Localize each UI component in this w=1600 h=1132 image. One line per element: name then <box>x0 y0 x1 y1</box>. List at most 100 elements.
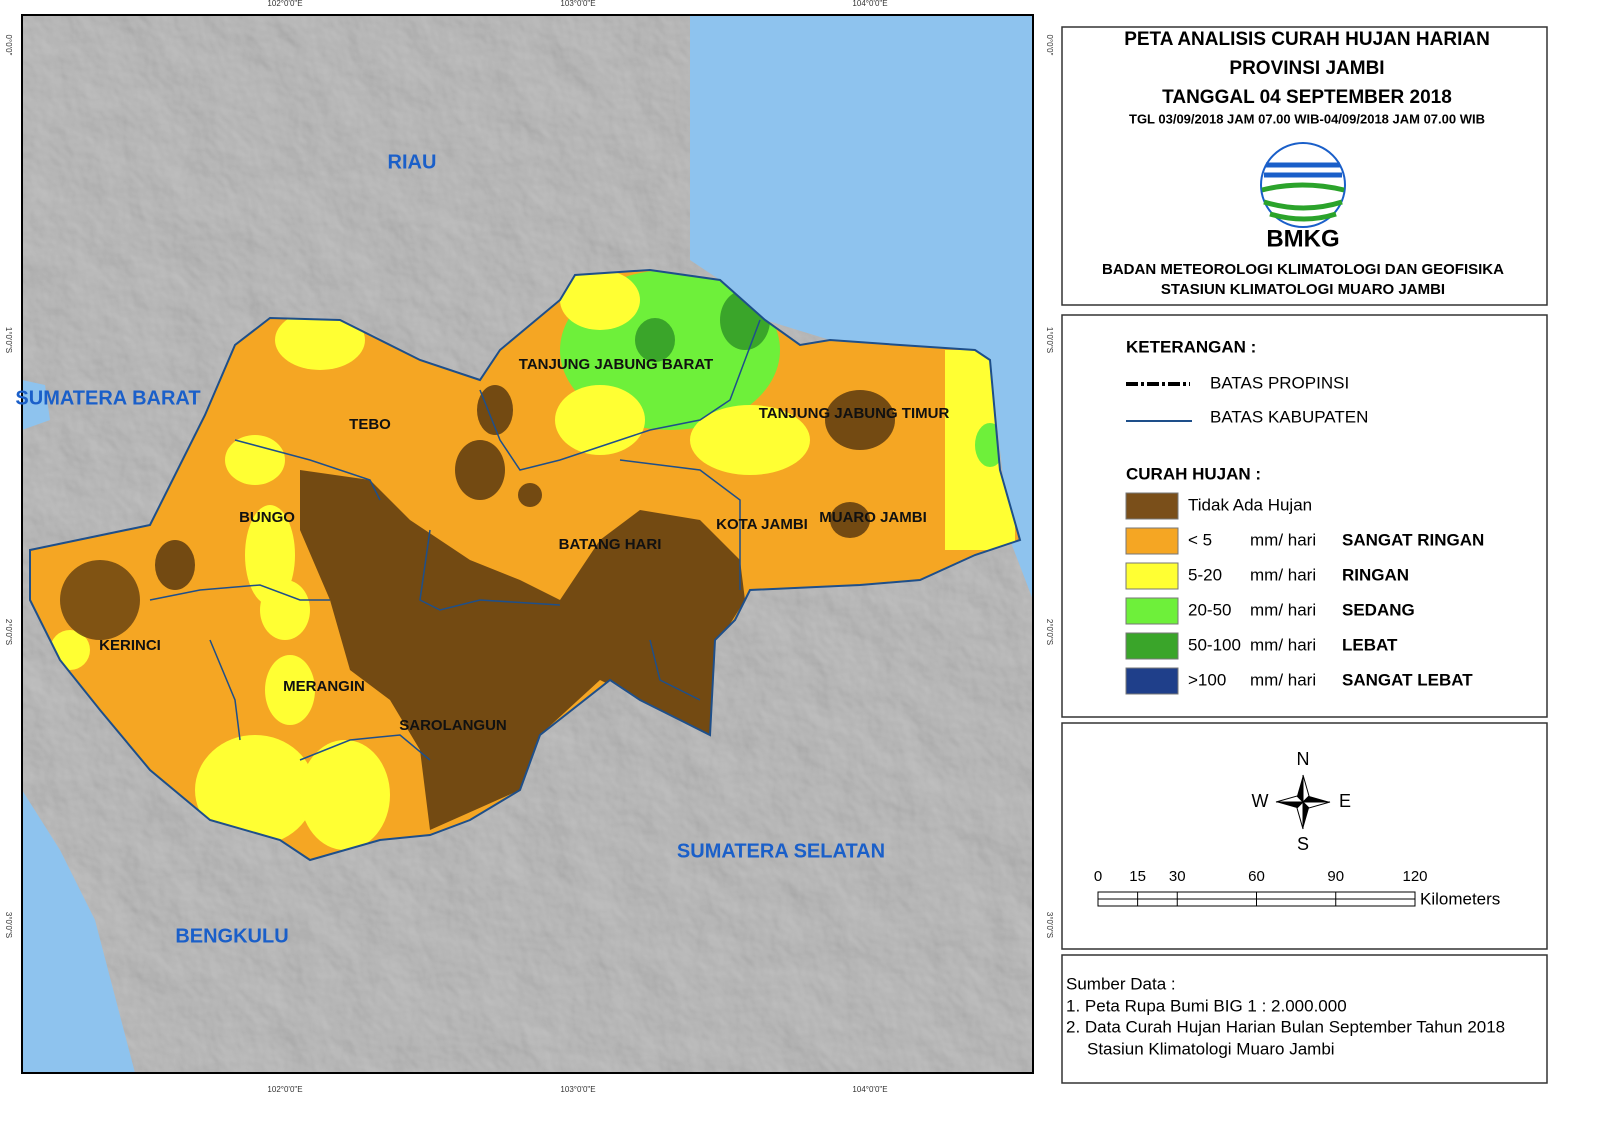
legend-unit: mm/ hari <box>1250 670 1316 689</box>
rain-area <box>155 540 195 590</box>
regency-label: BATANG HARI <box>559 536 662 553</box>
rain-area <box>555 385 645 455</box>
source-item: 1. Peta Rupa Bumi BIG 1 : 2.000.000 <box>1066 996 1347 1015</box>
source-title: Sumber Data : <box>1066 974 1176 993</box>
regency-boundary <box>299 734 431 761</box>
regency-label: TANJUNG JABUNG BARAT <box>519 356 713 373</box>
legend-range: 20-50 <box>1188 600 1231 619</box>
legend-name: SEDANG <box>1342 600 1415 619</box>
legend-name: LEBAT <box>1342 635 1398 654</box>
regency-label: TANJUNG JABUNG TIMUR <box>759 405 950 422</box>
scale-label: 120 <box>1402 868 1427 885</box>
grid-label: 104°0'0"E <box>852 0 887 8</box>
rain-area <box>455 440 505 500</box>
legend-swatch <box>1125 667 1179 695</box>
regency-label: SAROLANGUN <box>399 717 507 734</box>
rain-area <box>195 735 315 845</box>
scale-unit: Kilometers <box>1420 889 1500 908</box>
regency-label: TEBO <box>349 416 391 433</box>
regency-label: BUNGO <box>239 509 295 526</box>
rain-area <box>225 435 285 485</box>
map-frame <box>21 14 1034 1074</box>
legend-swatch <box>1125 492 1179 520</box>
province-label: RIAU <box>388 151 437 173</box>
scale-label: 0 <box>1094 868 1102 885</box>
rain-area <box>690 405 810 475</box>
legend-classes: Tidak Ada Hujan < 5 mm/ hari SANGAT RINGAN 5… <box>1125 492 1484 695</box>
rain-area <box>275 310 365 370</box>
legend-name: SANGAT LEBAT <box>1342 670 1473 689</box>
legend-swatch <box>1125 597 1179 625</box>
rain-area <box>300 740 390 850</box>
scale-label: 30 <box>1169 868 1186 885</box>
legend-range: < 5 <box>1188 530 1212 549</box>
province-label: SUMATERA BARAT <box>15 387 200 409</box>
sea <box>690 15 1033 600</box>
grid-label: 103°0'0"E <box>560 0 595 8</box>
legend-name: RINGAN <box>1342 565 1409 584</box>
legend-swatch <box>1125 562 1179 590</box>
regency-boundary <box>149 584 330 601</box>
rain-area <box>477 385 513 435</box>
agency: BADAN METEOROLOGI KLIMATOLOGI DAN GEOFIS… <box>1102 261 1504 278</box>
legend-range: >100 <box>1188 670 1226 689</box>
grid-label: 2°0'0"S <box>1045 619 1054 645</box>
legend-swatch <box>1125 632 1179 660</box>
compass-label: N <box>1297 749 1310 769</box>
rain-area <box>830 502 870 538</box>
grid-label: 102°0'0"E <box>267 0 302 8</box>
legend-swatch <box>1125 527 1179 555</box>
legend-title: CURAH HUJAN : <box>1126 464 1261 483</box>
scale-bar: 0 15 30 60 90 120 <box>1094 868 1428 907</box>
grid-label: 104°0'0"E <box>852 1085 887 1094</box>
logo <box>1260 142 1346 228</box>
title: TANGGAL 04 SEPTEMBER 2018 <box>1162 87 1452 108</box>
grid-label: 2°0'0"S <box>4 619 13 645</box>
legend-unit: mm/ hari <box>1250 600 1316 619</box>
compass-panel <box>1061 722 1548 950</box>
rain-area <box>245 505 295 605</box>
legend-unit: mm/ hari <box>1250 565 1316 584</box>
grid-label: 3°0'0"S <box>4 912 13 938</box>
regency-boundary <box>649 639 701 701</box>
logo-text: BMKG <box>1266 225 1339 252</box>
regency-boundaries <box>149 319 761 761</box>
regency-boundary <box>234 439 381 501</box>
rain-area <box>560 270 640 330</box>
province-label: SUMATERA SELATAN <box>677 840 885 862</box>
period: TGL 03/09/2018 JAM 07.00 WIB-04/09/2018 … <box>1129 111 1485 126</box>
title: PROVINSI JAMBI <box>1229 58 1384 79</box>
regency-label: KOTA JAMBI <box>716 516 808 533</box>
scale-label: 90 <box>1327 868 1344 885</box>
compass-label: W <box>1252 791 1269 811</box>
rain-area <box>518 483 542 507</box>
legend-label: BATAS PROPINSI <box>1210 373 1349 392</box>
source-panel <box>1061 954 1548 1084</box>
grid-label: 3°0'0"S <box>1045 912 1054 938</box>
regency-boundary <box>479 319 761 471</box>
legend-unit: mm/ hari <box>1250 530 1316 549</box>
scale-label: 15 <box>1129 868 1146 885</box>
regency-boundary <box>209 639 241 741</box>
legend-label: BATAS KABUPATEN <box>1210 407 1368 426</box>
regency-boundary <box>419 529 561 611</box>
legend-name: SANGAT RINGAN <box>1342 530 1484 549</box>
regency-label: MERANGIN <box>283 678 365 695</box>
rain-area <box>300 470 745 830</box>
regency-boundary <box>619 459 741 590</box>
map: RIAU SUMATERA BARAT BENGKULU SUMATERA SE… <box>15 14 1034 1074</box>
legend-unit: mm/ hari <box>1250 635 1316 654</box>
grid-label: 102°0'0"E <box>267 1085 302 1094</box>
grid-label: 1°0'0"S <box>1045 327 1054 353</box>
compass-label: S <box>1297 834 1309 854</box>
source-item: Stasiun Klimatologi Muaro Jambi <box>1087 1039 1335 1058</box>
grid-labels: 102°0'0"E 103°0'0"E 104°0'0"E 102°0'0"E 103°… <box>4 0 1054 1094</box>
rain-area <box>635 318 675 362</box>
rain-area <box>260 580 310 640</box>
rain-area <box>265 655 315 725</box>
regency-label: MUARO JAMBI <box>819 509 927 526</box>
rain-area <box>825 390 895 450</box>
source-item: 2. Data Curah Hujan Harian Bulan Septemb… <box>1066 1017 1505 1036</box>
rain-area <box>60 560 140 640</box>
